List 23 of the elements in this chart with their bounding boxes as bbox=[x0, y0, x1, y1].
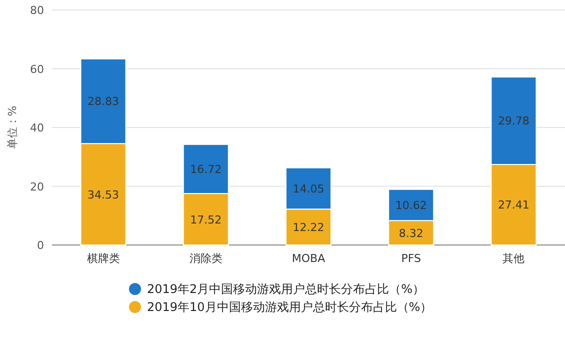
data-label: 12.22 bbox=[292, 221, 324, 234]
y-tick-label: 40 bbox=[30, 122, 44, 134]
data-label: 10.62 bbox=[395, 198, 427, 212]
y-tick-label: 60 bbox=[30, 62, 44, 76]
y-tick-label: 80 bbox=[30, 4, 44, 17]
x-tick-label: 消除类 bbox=[189, 252, 222, 265]
data-label: 8.32 bbox=[398, 226, 424, 240]
x-tick-label: 其他 bbox=[502, 252, 525, 265]
legend-label: 2019年2月中国移动游戏用户总时长分布占比（%） bbox=[147, 282, 425, 296]
legend-label: 2019年10月中国移动游戏用户总时长分布占比（%） bbox=[147, 300, 432, 314]
x-tick-label: PFS bbox=[401, 252, 421, 265]
data-label: 29.78 bbox=[498, 114, 530, 128]
data-label: 34.53 bbox=[88, 188, 120, 202]
y-tick-label: 0 bbox=[37, 239, 44, 252]
data-label: 27.41 bbox=[498, 198, 530, 212]
data-label: 14.05 bbox=[292, 182, 324, 196]
x-tick-label: MOBA bbox=[292, 252, 326, 265]
y-axis-title: 单位：% bbox=[6, 106, 19, 150]
y-tick-label: 20 bbox=[30, 180, 44, 194]
data-label: 17.52 bbox=[190, 213, 222, 226]
x-tick-label: 棋牌类 bbox=[86, 252, 120, 265]
data-label: 16.72 bbox=[190, 162, 222, 176]
data-label: 28.83 bbox=[88, 95, 120, 108]
